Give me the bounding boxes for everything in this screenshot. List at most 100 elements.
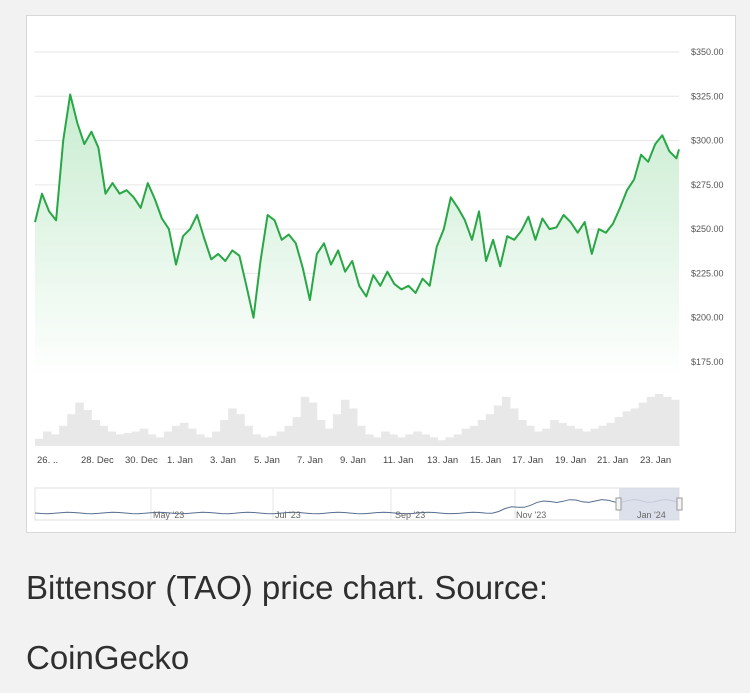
- x-tick-label: 15. Jan: [470, 455, 501, 466]
- x-tick-label: 9. Jan: [340, 455, 366, 466]
- volume-bar: [550, 420, 559, 446]
- volume-bar: [607, 423, 616, 446]
- volume-bar: [574, 429, 583, 446]
- volume-bar: [285, 426, 294, 446]
- volume-bar: [365, 434, 374, 446]
- volume-bar: [429, 437, 438, 446]
- navigator-label: May '23: [153, 510, 184, 520]
- navigator[interactable]: May '23 Jul '23 Sep '23 Nov '23 Jan '24: [35, 488, 682, 520]
- volume-bar: [373, 437, 382, 446]
- y-axis-ticks: $350.00 $325.00 $300.00 $275.00 $250.00 $225.…: [691, 47, 724, 367]
- volume-bar: [446, 437, 455, 446]
- x-tick-label: 13. Jan: [427, 455, 458, 466]
- volume-bar: [220, 420, 229, 446]
- volume-bar: [582, 432, 591, 446]
- y-tick-label: $225.00: [691, 268, 724, 278]
- y-tick-label: $300.00: [691, 136, 724, 146]
- x-tick-label: 11. Jan: [383, 455, 413, 466]
- figure-caption: Bittensor (TAO) price chart. Source: Coi…: [26, 553, 726, 693]
- volume-bar: [599, 426, 608, 446]
- volume-bar: [75, 403, 84, 446]
- navigator-label: Sep '23: [395, 510, 425, 520]
- x-tick-label: 1. Jan: [167, 455, 193, 466]
- volume-bar: [438, 440, 447, 446]
- volume-bar: [623, 411, 632, 446]
- volume-bar: [83, 410, 92, 446]
- volume-bars: [35, 394, 680, 446]
- y-tick-label: $200.00: [691, 313, 724, 323]
- volume-bar: [590, 429, 599, 446]
- volume-bar: [510, 408, 519, 446]
- volume-bar: [671, 400, 680, 446]
- volume-bar: [454, 434, 463, 446]
- volume-bar: [228, 408, 237, 446]
- volume-bar: [317, 420, 326, 446]
- volume-bar: [413, 432, 422, 446]
- navigator-label: Nov '23: [516, 510, 546, 520]
- volume-bar: [91, 420, 100, 446]
- volume-bar: [486, 414, 495, 446]
- volume-bar: [204, 437, 213, 446]
- navigator-label: Jul '23: [275, 510, 301, 520]
- volume-bar: [260, 437, 269, 446]
- volume-bar: [156, 437, 165, 446]
- volume-bar: [542, 429, 551, 446]
- volume-bar: [148, 434, 157, 446]
- navigator-label: Jan '24: [637, 510, 666, 520]
- volume-bar: [494, 406, 503, 446]
- volume-bar: [655, 394, 664, 446]
- volume-bar: [67, 414, 76, 446]
- volume-bar: [59, 426, 68, 446]
- navigator-handle-left: [616, 498, 621, 510]
- volume-bar: [631, 408, 640, 446]
- volume-bar: [478, 420, 487, 446]
- volume-bar: [639, 403, 648, 446]
- volume-bar: [99, 426, 108, 446]
- volume-bar: [212, 432, 221, 446]
- volume-bar: [615, 417, 624, 446]
- caption-line-2: CoinGecko: [26, 623, 726, 693]
- volume-bar: [534, 432, 543, 446]
- x-tick-label: 26. ..: [37, 455, 58, 466]
- x-tick-label: 17. Jan: [512, 455, 543, 466]
- volume-bar: [397, 437, 406, 446]
- x-tick-label: 5. Jan: [254, 455, 280, 466]
- volume-bar: [268, 436, 277, 446]
- y-tick-label: $325.00: [691, 91, 724, 101]
- volume-bar: [462, 429, 471, 446]
- x-tick-label: 30. Dec: [125, 455, 158, 466]
- volume-bar: [116, 434, 125, 446]
- volume-bar: [502, 397, 511, 446]
- caption-line-1: Bittensor (TAO) price chart. Source:: [26, 553, 726, 623]
- volume-bar: [244, 426, 253, 446]
- y-tick-label: $350.00: [691, 47, 724, 57]
- volume-bar: [389, 434, 398, 446]
- volume-bar: [309, 403, 318, 446]
- volume-bar: [341, 400, 350, 446]
- x-tick-label: 19. Jan: [555, 455, 586, 466]
- volume-bar: [405, 434, 414, 446]
- y-tick-label: $275.00: [691, 180, 724, 190]
- volume-bar: [236, 414, 245, 446]
- volume-bar: [518, 420, 527, 446]
- volume-bar: [647, 397, 656, 446]
- y-tick-label: $250.00: [691, 224, 724, 234]
- volume-bar: [301, 397, 310, 446]
- volume-bar: [333, 414, 342, 446]
- volume-bar: [421, 434, 430, 446]
- price-chart: $350.00 $325.00 $300.00 $275.00 $250.00 $225.…: [27, 16, 735, 532]
- volume-bar: [349, 408, 358, 446]
- x-tick-label: 7. Jan: [297, 455, 323, 466]
- volume-bar: [124, 433, 133, 446]
- volume-bar: [325, 429, 334, 446]
- volume-bar: [470, 426, 479, 446]
- volume-bar: [164, 432, 173, 446]
- x-tick-label: 23. Jan: [640, 455, 671, 466]
- volume-bar: [132, 432, 141, 446]
- chart-frame: $350.00 $325.00 $300.00 $275.00 $250.00 $225.…: [26, 15, 736, 533]
- volume-bar: [566, 426, 575, 446]
- volume-bar: [381, 432, 390, 446]
- volume-bar: [107, 432, 116, 446]
- navigator-handle-right: [677, 498, 682, 510]
